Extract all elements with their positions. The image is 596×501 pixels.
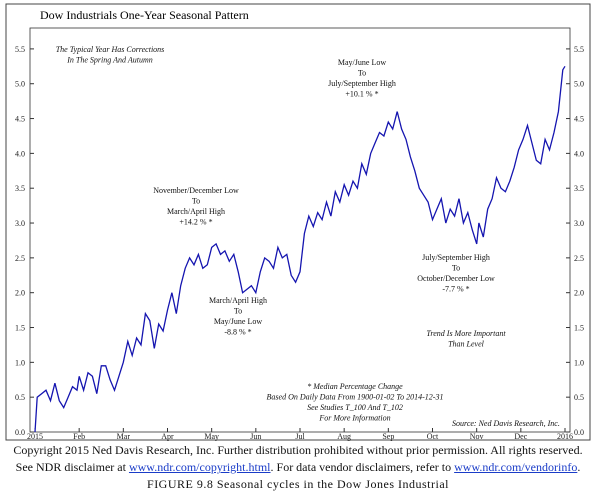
- x-tick-label: Mar: [117, 432, 131, 441]
- annotation: March/April High: [209, 296, 267, 305]
- annotation: October/December Low: [417, 274, 495, 283]
- x-tick-label: Apr: [161, 432, 174, 441]
- annotation: May/June Low: [214, 317, 262, 326]
- chart-title: Dow Industrials One-Year Seasonal Patter…: [40, 8, 249, 22]
- x-tick-label: Feb: [73, 432, 85, 441]
- x-tick-label: Nov: [470, 432, 484, 441]
- y-tick-label: 4.5: [15, 115, 25, 124]
- source: Source: Ned Davis Research, Inc.: [452, 419, 560, 428]
- y-tick-label-right: 5.0: [574, 80, 584, 89]
- copyright: Copyright 2015 Ned Davis Research, Inc. …: [13, 443, 583, 457]
- annotation: July/September High: [422, 253, 490, 262]
- y-tick-label: 3.0: [15, 219, 25, 228]
- y-tick-label-right: 0.5: [574, 393, 584, 402]
- y-tick-label: 2.0: [15, 289, 25, 298]
- text: .: [577, 460, 581, 474]
- y-tick-label-right: 4.5: [574, 115, 584, 124]
- annotations: The Typical Year Has Corrections In The S…: [56, 45, 560, 428]
- y-tick-label: 5.0: [15, 80, 25, 89]
- chart-border: [5, 3, 591, 441]
- y-tick-label: 0.0: [15, 428, 25, 437]
- annotation: +14.2 % *: [179, 218, 212, 227]
- chart: Dow Industrials One-Year Seasonal Patter…: [5, 3, 591, 441]
- annotation: -8.8 % *: [224, 328, 251, 337]
- annotation: To: [234, 307, 242, 316]
- y-tick-label: 5.5: [15, 45, 25, 54]
- annotation: +10.1 % *: [345, 90, 378, 99]
- y-tick-label: 0.5: [15, 393, 25, 402]
- y-tick-label-right: 4.0: [574, 149, 584, 158]
- x-tick-label: Aug: [337, 432, 351, 441]
- y-tick-label-right: 2.0: [574, 289, 584, 298]
- y-tick-label-right: 1.5: [574, 324, 584, 333]
- annotation: Trend Is More Important: [426, 329, 506, 338]
- x-tick-label: Jul: [295, 432, 305, 441]
- annotation: To: [452, 264, 460, 273]
- plot-frame: [29, 27, 571, 433]
- x-tick-label: Oct: [427, 432, 439, 441]
- annotation: In The Spring And Autumn: [66, 56, 152, 65]
- y-tick-label: 3.5: [15, 184, 25, 193]
- footer: Copyright 2015 Ned Davis Research, Inc. …: [0, 442, 596, 493]
- x-tick-label: 2015: [27, 432, 43, 441]
- y-tick-label: 2.5: [15, 254, 25, 263]
- annotation: Based On Daily Data From 1900-01-02 To 2…: [267, 393, 444, 402]
- x-tick-label: Sep: [382, 432, 394, 441]
- text: See NDR disclaimer at: [15, 460, 129, 474]
- annotation: -7.7 % *: [442, 285, 469, 294]
- link[interactable]: www.ndr.com/copyright.html: [128, 460, 271, 474]
- y-tick-label-right: 0.0: [574, 428, 584, 437]
- y-tick-label-right: 2.5: [574, 254, 584, 263]
- annotation: March/April High: [167, 207, 225, 216]
- x-tick-label: 2016: [557, 432, 573, 441]
- y-tick-label-right: 1.0: [574, 358, 584, 367]
- annotation: For More Information: [318, 414, 390, 423]
- annotation: See Studies T_100 And T_102: [307, 403, 403, 412]
- x-tick-label: Jun: [250, 432, 261, 441]
- text: . For data vendor disclaimers, refer to: [270, 460, 455, 474]
- y-tick-label: 1.5: [15, 324, 25, 333]
- annotation: The Typical Year Has Corrections: [56, 45, 165, 54]
- x-tick-label: May: [204, 432, 219, 441]
- annotation: July/September High: [328, 79, 396, 88]
- caption: FIGURE 9.8 Seasonal cycles in the Dow Jo…: [147, 477, 449, 491]
- x-tick-label: Dec: [514, 432, 527, 441]
- annotation: * Median Percentage Change: [307, 382, 403, 391]
- y-tick-label-right: 3.0: [574, 219, 584, 228]
- disclaimer: See NDR disclaimer at www.ndr.com/copyri…: [0, 459, 596, 476]
- series-line: [34, 65, 566, 433]
- annotation: To: [192, 197, 200, 206]
- y-tick-label: 1.0: [15, 358, 25, 367]
- y-tick-label-right: 5.5: [574, 45, 584, 54]
- y-tick-label: 4.0: [15, 149, 25, 158]
- annotation: To: [358, 69, 366, 78]
- y-tick-label-right: 3.5: [574, 184, 584, 193]
- annotation: November/December Low: [153, 186, 239, 195]
- link[interactable]: www.ndr.com/vendorinfo: [454, 460, 578, 474]
- annotation: May/June Low: [338, 58, 386, 67]
- annotation: Than Level: [448, 340, 485, 349]
